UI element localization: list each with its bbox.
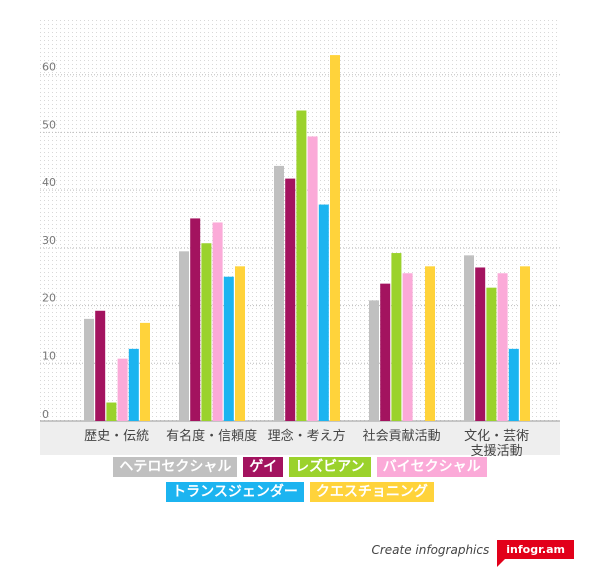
bar[interactable] [190,218,201,421]
x-category-label: 文化・芸術支援活動 [464,428,529,459]
x-category-label: 社会貢献活動 [363,428,441,444]
x-category-label: 理念・考え方 [268,428,346,444]
bar[interactable] [223,276,234,421]
bar[interactable] [274,165,284,421]
legend-item-transgender[interactable]: トランスジェンダー [166,482,304,502]
bar[interactable] [307,136,318,421]
bar[interactable] [508,348,519,421]
bar[interactable] [106,402,117,421]
bar[interactable] [296,110,307,422]
bar[interactable] [235,266,245,421]
bar[interactable] [318,204,329,421]
bar[interactable] [117,358,128,421]
footer-text: Create infographics [371,542,490,557]
bar[interactable] [475,267,486,421]
infogram-badge[interactable]: infogr.am [497,540,574,567]
bar[interactable] [520,266,530,421]
legend-row-2: トランスジェンダー クエスチョニング [40,482,560,502]
y-tick-label: 60 [42,61,56,74]
y-tick-label: 10 [42,349,56,362]
bar[interactable] [95,310,106,421]
y-tick-label: 50 [42,118,56,131]
bar[interactable] [179,251,189,421]
bar[interactable] [497,273,508,421]
legend-item-lesbian[interactable]: レズビアン [289,457,371,477]
bar[interactable] [128,348,139,421]
bar[interactable] [369,300,379,421]
legend-item-heterosexual[interactable]: ヘテロセクシャル [113,457,238,477]
bar[interactable] [464,255,474,421]
y-tick-label: 40 [42,176,56,189]
bar[interactable] [330,55,340,421]
x-category-label: 有名度・信頼度 [166,428,257,444]
bar[interactable] [380,283,391,421]
legend-item-gay[interactable]: ゲイ [243,457,284,477]
y-tick-label: 20 [42,292,56,305]
y-tick-label: 30 [42,234,56,247]
bar[interactable] [486,287,497,421]
y-tick-label: 0 [42,408,49,421]
legend-row-1: ヘテロセクシャル ゲイ レズビアン バイセクシャル [40,457,560,477]
bar[interactable] [84,318,94,421]
bar[interactable] [140,322,150,421]
bar[interactable] [402,273,413,421]
x-category-label: 歴史・伝統 [84,429,149,444]
bar[interactable] [212,222,223,421]
bar[interactable] [201,243,212,421]
legend-item-bisexual[interactable]: バイセクシャル [376,457,487,477]
bar[interactable] [425,266,435,421]
bar[interactable] [285,178,296,421]
footer-credit: Create infographics infogr.am [371,540,574,567]
bar[interactable] [391,253,402,421]
category-label-band [40,421,560,455]
legend-item-questioning[interactable]: クエスチョニング [309,482,434,502]
